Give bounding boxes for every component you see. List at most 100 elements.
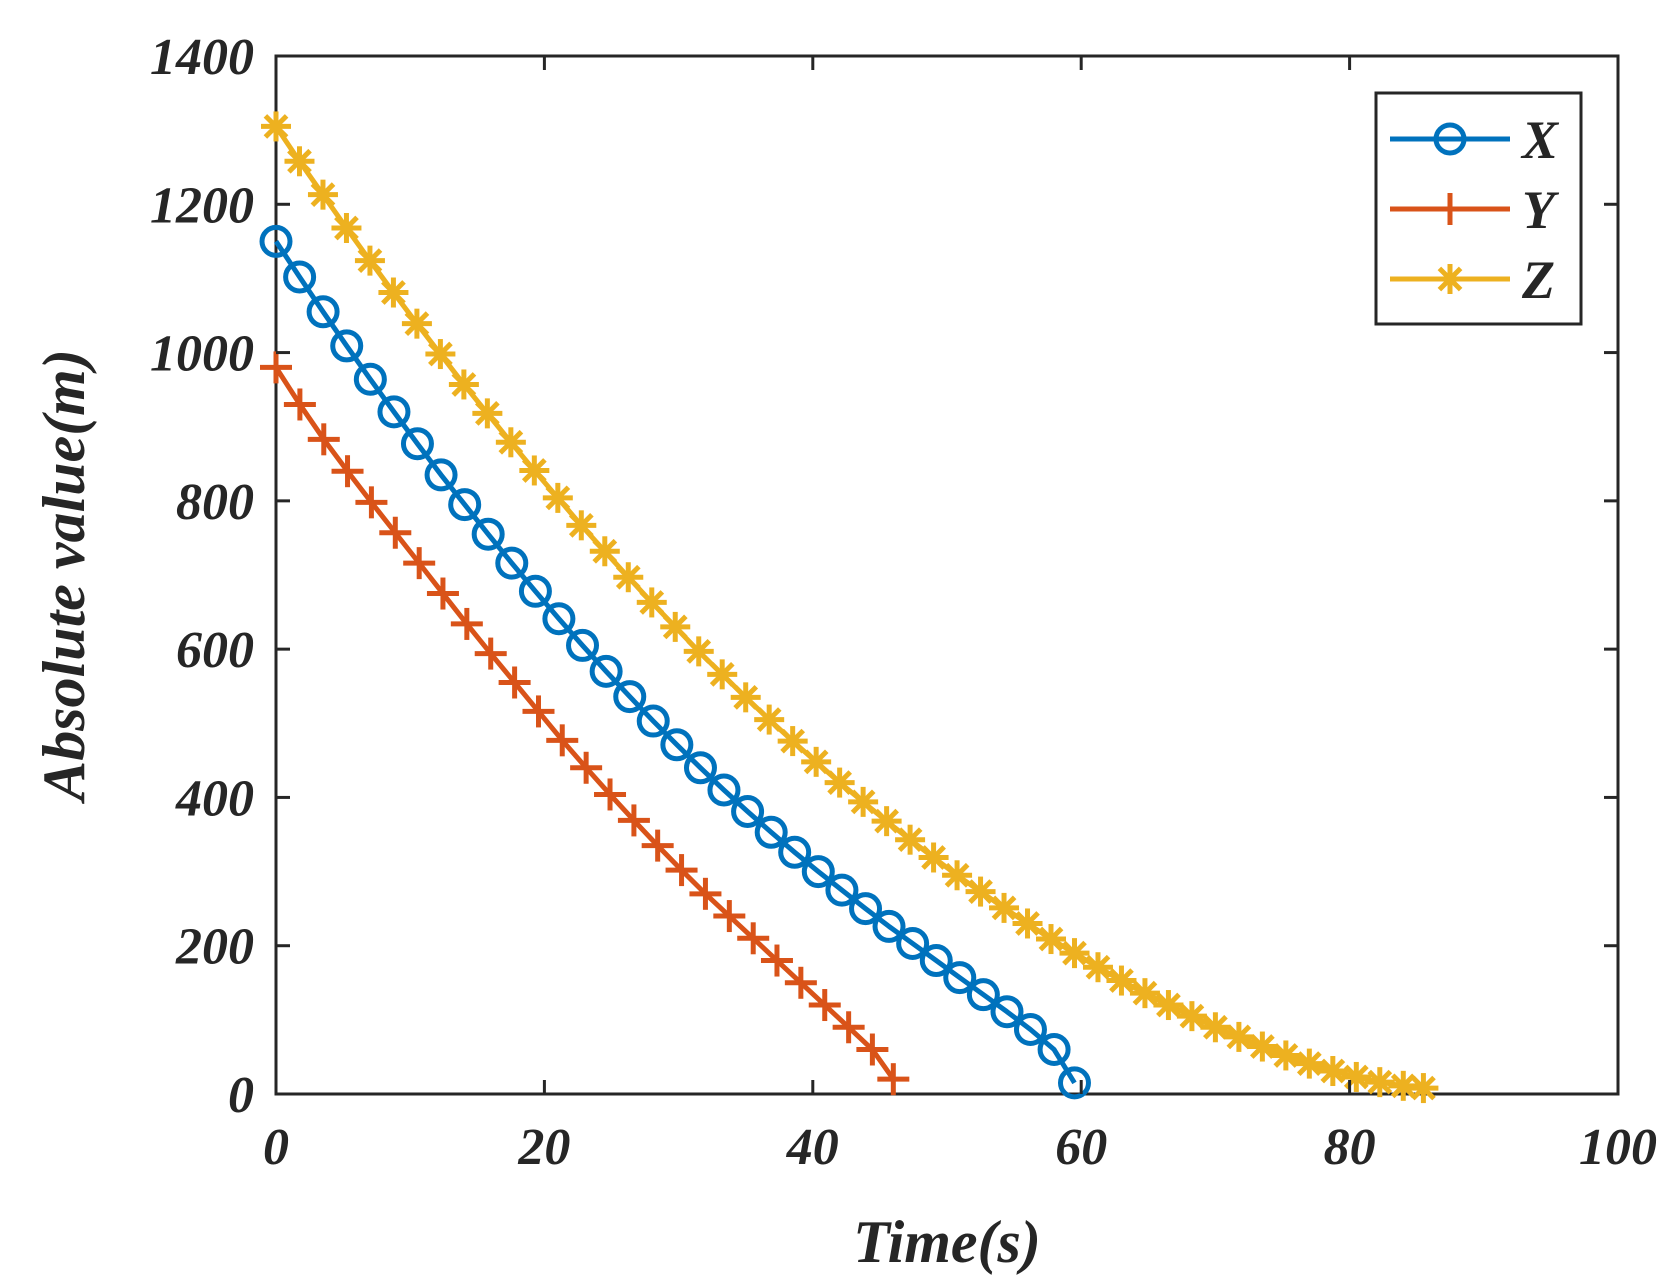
marker-stroke [334,215,359,241]
x-axis-title: Time(s) [853,1209,1041,1275]
marker-stroke [1062,940,1087,966]
data-point-z [989,892,1020,923]
data-point-z [683,636,714,667]
data-point-z [1223,1021,1254,1052]
y-tick-label: 1400 [150,29,254,86]
data-point-z [307,179,338,210]
data-point-x [613,680,647,714]
data-point-z [918,842,949,873]
data-point-z [448,369,479,400]
marker-stroke [1038,926,1064,952]
y-tick-label: 1000 [150,326,254,383]
data-point-z [1176,1001,1207,1032]
marker-stroke [1203,1014,1228,1040]
marker-stroke [1226,1024,1252,1050]
marker-stroke [1320,1058,1346,1084]
data-point-z [1270,1040,1301,1071]
marker-stroke [921,845,946,870]
data-point-z [824,767,855,798]
marker-stroke [662,614,688,640]
data-point-z [613,562,644,593]
data-point-z [1341,1061,1372,1092]
marker-stroke [780,728,806,754]
data-point-z [378,277,409,308]
marker-stroke [1273,1043,1299,1068]
data-point-y [426,577,459,610]
marker-stroke [1085,954,1111,980]
data-point-y [665,854,698,887]
marker-stroke [287,148,312,174]
y-tick-label: 1200 [150,177,254,234]
data-point-z [472,398,503,429]
data-point-z [871,806,902,837]
data-point-z [636,587,667,618]
legend-marker [1435,264,1465,294]
marker-stroke [686,638,712,664]
data-point-z [707,659,738,690]
data-point-x [377,395,411,429]
data-point-z [1082,952,1113,983]
marker-stroke [521,458,547,483]
data-point-x [943,961,977,995]
data-point-x [1013,1012,1047,1046]
x-tick-label: 80 [1324,1119,1376,1176]
data-point-x [353,362,387,396]
data-point-x [424,458,458,492]
data-point-y [877,1063,910,1096]
data-point-x [1057,1066,1091,1100]
data-point-z [965,876,996,907]
marker-stroke [1015,911,1040,936]
legend: XYZ [1374,91,1583,326]
data-point-x [896,926,930,960]
data-point-z [1408,1073,1439,1104]
data-point-x [801,855,835,889]
marker-stroke [263,114,289,139]
marker-stroke [803,749,829,775]
data-point-y [450,607,483,640]
legend-marker [1433,122,1467,156]
marker-stroke [874,808,899,834]
marker-stroke [850,789,876,815]
data-point-z [1059,938,1090,969]
marker-stroke [827,770,853,795]
data-point-x [707,773,741,807]
marker-stroke [1156,992,1181,1018]
data-point-y [474,637,507,670]
data-point-y [355,486,388,519]
legend-marker [1434,193,1466,225]
marker-stroke [1411,1075,1436,1101]
data-point-z [542,482,573,513]
data-point-z [519,455,550,486]
data-point-y [713,900,746,933]
marker-stroke [1132,980,1158,1006]
marker-stroke [1437,266,1463,292]
data-point-z [1317,1056,1348,1087]
series-layer [259,111,1439,1104]
marker-stroke [404,311,430,337]
data-point-z [354,245,385,276]
marker-stroke [944,862,970,888]
y-tick-label: 600 [176,622,254,679]
data-point-x [849,892,883,926]
x-tick-label: 100 [1579,1119,1657,1176]
data-point-z [284,146,315,177]
data-point-x [825,873,859,907]
data-point-y [856,1033,889,1066]
data-point-x [259,224,293,258]
y-tick-label: 800 [176,474,254,531]
data-point-x [731,795,765,829]
data-point-z [1106,965,1137,996]
data-point-y [260,351,292,384]
data-point-z [730,682,761,713]
data-point-y [331,455,364,488]
data-point-z [895,824,926,855]
marker-stroke [545,485,571,511]
x-tick-label: 60 [1055,1119,1107,1176]
data-point-z [660,611,691,642]
data-point-y [522,695,555,728]
series-y [260,351,910,1096]
y-tick-label: 0 [228,1067,254,1124]
marker-stroke [1179,1003,1205,1029]
y-axis-title: Absolute value(m) [31,349,97,805]
data-point-y [307,423,340,456]
